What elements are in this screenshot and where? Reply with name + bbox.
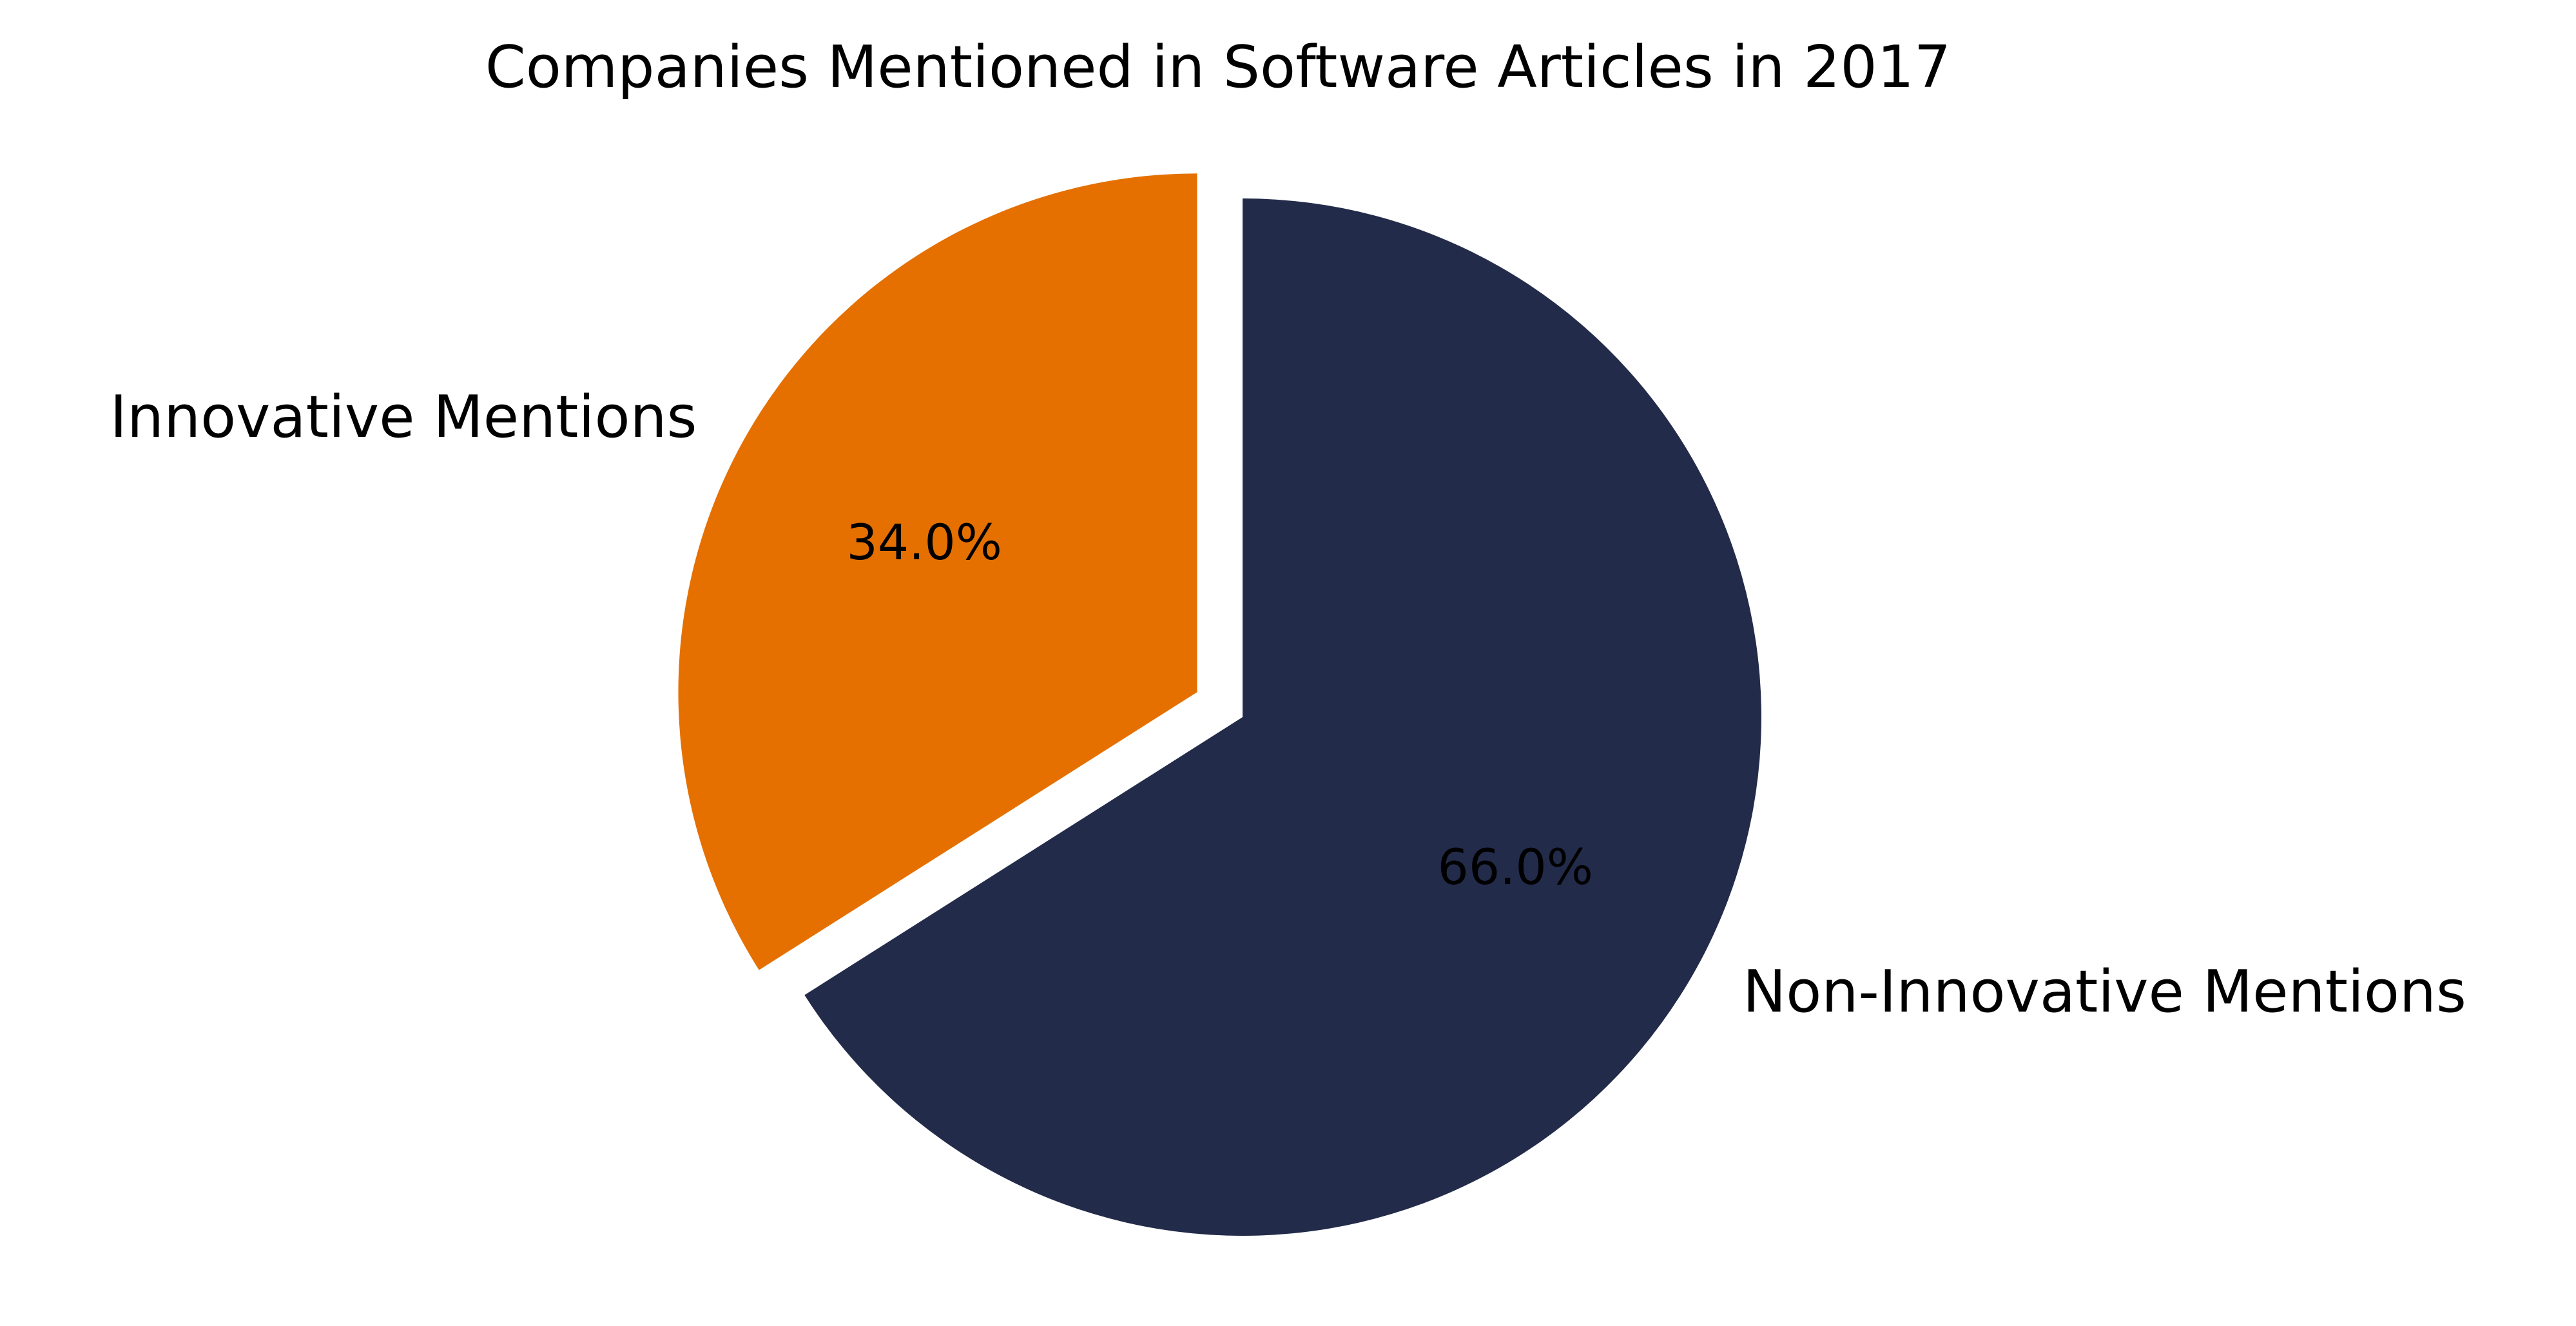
chart-title: Companies Mentioned in Software Articles… (485, 34, 1951, 101)
pie-slice-non-innovative-mentions (804, 198, 1761, 1236)
pie-percent-label: 66.0% (1438, 838, 1593, 896)
pie-slice-label: Non-Innovative Mentions (1743, 958, 2466, 1026)
pie-slice-label: Innovative Mentions (110, 383, 697, 451)
pie-slice-innovative-mentions (678, 173, 1197, 970)
pie-labels: 34.0% Innovative Mentions 66.0% Non-Innovat… (110, 383, 2466, 1026)
pie-percent-label: 34.0% (846, 514, 1002, 571)
pie-slices (678, 173, 1761, 1236)
